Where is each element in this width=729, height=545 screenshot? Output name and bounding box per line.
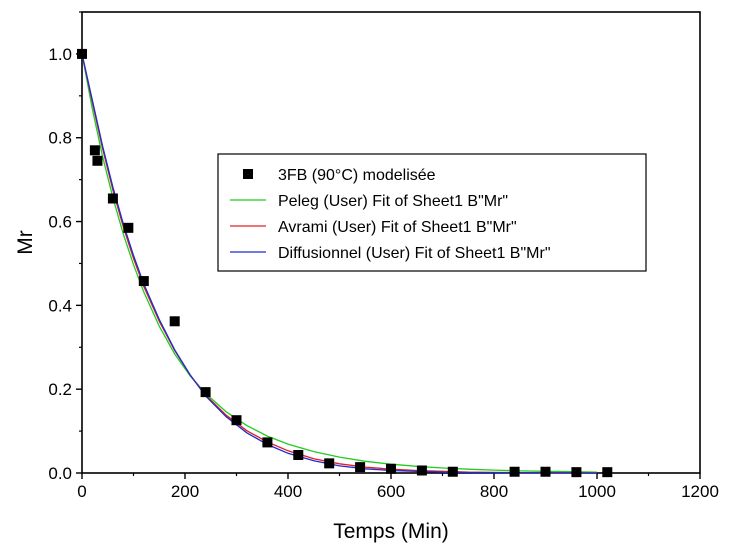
data-point (386, 463, 396, 474)
data-point (107, 193, 118, 204)
data-point (262, 437, 273, 448)
y-tick-label: 0.0 (48, 464, 72, 483)
data-point (138, 276, 149, 287)
legend-swatch-0 (243, 169, 253, 179)
data-point (447, 466, 458, 477)
legend-box (217, 153, 647, 272)
data-point (509, 466, 520, 477)
x-tick-label: 200 (171, 482, 199, 501)
legend-label-2: Avrami (User) Fit of Sheet1 B"Mr" (278, 219, 517, 236)
legend-label-1: Peleg (User) Fit of Sheet1 B"Mr" (278, 193, 508, 210)
x-tick-label: 0 (77, 482, 86, 501)
legend-label-3: Diffusionnel (User) Fit of Sheet1 B"Mr" (278, 245, 551, 262)
x-tick-label: 1200 (681, 482, 719, 501)
data-point (77, 48, 87, 59)
data-point (602, 467, 613, 478)
y-tick-label: 0.6 (48, 213, 72, 232)
y-tick-label: 0.8 (48, 129, 72, 148)
data-point (200, 387, 211, 398)
y-tick-label: 1.0 (48, 45, 72, 64)
data-point (416, 465, 427, 476)
data-points (77, 48, 613, 478)
x-tick-label: 800 (480, 482, 508, 501)
x-axis-label: Temps (Min) (333, 520, 449, 543)
y-tick-label: 0.4 (48, 296, 72, 315)
y-tick-label: 0.2 (48, 380, 72, 399)
data-point (324, 458, 335, 469)
x-tick-label: 1000 (578, 482, 616, 501)
y-axis-label: Mr (14, 230, 37, 255)
data-point (169, 316, 180, 327)
axes: 0 200 400 600 800 1000 1200 0.0 0.2 0.4 0.6 0.8 1.0 T… (14, 11, 719, 543)
series-line-1 (81, 53, 598, 473)
data-point (293, 449, 304, 460)
data-point (571, 467, 582, 478)
data-point (231, 415, 242, 426)
data-point (89, 145, 100, 156)
legend-label-0: 3FB (90°C) modelisée (278, 167, 436, 184)
data-point (92, 155, 103, 166)
data-point (123, 222, 134, 233)
x-tick-label: 600 (377, 482, 405, 501)
x-tick-label: 400 (274, 482, 302, 501)
data-point (355, 462, 366, 473)
data-point (540, 466, 551, 477)
legend: 3FB (90°C) modelisée Peleg (User) Fit of … (217, 153, 647, 272)
